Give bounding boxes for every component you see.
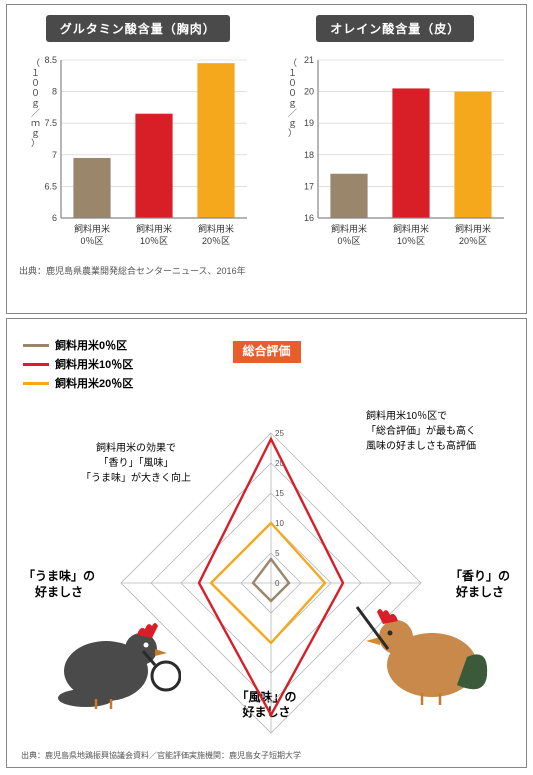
source-top: 出典：鹿児島県農業開発総合センターニュース、2016年: [19, 264, 514, 277]
svg-text:0: 0: [275, 579, 280, 588]
svg-text:0％区: 0％区: [80, 236, 103, 246]
svg-text:15: 15: [275, 489, 284, 498]
source-bottom: 出典：鹿児島県地鶏振興協議会資料／官能評価実施機関：鹿児島女子短期大学: [21, 750, 301, 761]
svg-text:飼料用米: 飼料用米: [136, 223, 172, 234]
svg-text:20％区: 20％区: [459, 236, 487, 246]
svg-text:19: 19: [304, 118, 314, 128]
chart-oleic: オレイン酸含量（皮） （１００ｇ／ｇ） 16 17 18 19 20 21 飼料用米 0％区 飼料…: [277, 15, 515, 254]
svg-text:飼料用米: 飼料用米: [455, 223, 491, 234]
top-panel: グルタミン酸含量（胸肉） （１００ｇ／ｍｇ） 6 6.5 7 7.5 8 8.5 飼料用米 0％…: [6, 4, 527, 314]
svg-text:10％区: 10％区: [140, 236, 168, 246]
svg-text:6.5: 6.5: [44, 181, 57, 191]
bar-charts-row: グルタミン酸含量（胸肉） （１００ｇ／ｍｇ） 6 6.5 7 7.5 8 8.5 飼料用米 0％…: [19, 15, 514, 254]
bar-chart-1: （１００ｇ／ｍｇ） 6 6.5 7 7.5 8 8.5 飼料用米 0％区 飼料用米 10％区 飼料用米…: [23, 54, 253, 254]
svg-text:21: 21: [304, 55, 314, 65]
svg-text:（１００ｇ／ｇ）: （１００ｇ／ｇ）: [288, 58, 297, 138]
chicken-right-icon: [352, 587, 492, 707]
svg-text:25: 25: [275, 429, 284, 438]
svg-text:7: 7: [52, 150, 57, 160]
svg-text:7.5: 7.5: [44, 118, 57, 128]
svg-text:20: 20: [304, 87, 314, 97]
svg-text:（１００ｇ／ｍｇ）: （１００ｇ／ｍｇ）: [31, 58, 40, 148]
svg-text:飼料用米: 飼料用米: [331, 223, 367, 234]
svg-text:18: 18: [304, 150, 314, 160]
bar-chart-2: （１００ｇ／ｇ） 16 17 18 19 20 21 飼料用米 0％区 飼料用米 10％区 飼料用米 2…: [280, 54, 510, 254]
svg-text:飼料用米: 飼料用米: [198, 223, 234, 234]
svg-text:10: 10: [275, 519, 284, 528]
chart-glutamic: グルタミン酸含量（胸肉） （１００ｇ／ｍｇ） 6 6.5 7 7.5 8 8.5 飼料用米 0％…: [19, 15, 257, 254]
radar-wrap: 総合評価 「香り」の 好ましさ 「風味」の 好ましさ 「うま味」の 好ましさ 飼…: [21, 333, 512, 759]
svg-text:20％区: 20％区: [202, 236, 230, 246]
svg-text:飼料用米: 飼料用米: [74, 223, 110, 234]
svg-text:0％区: 0％区: [338, 236, 361, 246]
bottom-panel: 飼料用米0％区 飼料用米10％区 飼料用米20％区 総合評価 「香り」の 好まし…: [6, 318, 527, 768]
svg-text:飼料用米: 飼料用米: [393, 223, 429, 234]
chart-title-2: オレイン酸含量（皮）: [316, 15, 474, 42]
chart-title-1: グルタミン酸含量（胸肉）: [46, 15, 230, 42]
svg-text:10％区: 10％区: [397, 236, 425, 246]
svg-text:8.5: 8.5: [44, 55, 57, 65]
svg-text:5: 5: [275, 549, 280, 558]
chicken-left-icon: [51, 601, 181, 711]
svg-text:6: 6: [52, 213, 57, 223]
svg-text:16: 16: [304, 213, 314, 223]
svg-text:8: 8: [52, 87, 57, 97]
svg-text:17: 17: [304, 181, 314, 191]
